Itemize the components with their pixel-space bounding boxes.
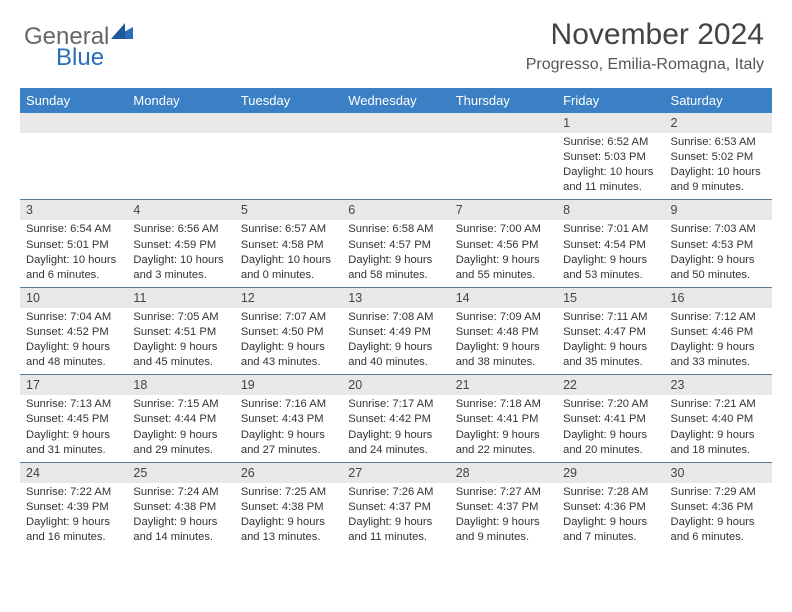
- day-cell: [235, 133, 342, 199]
- day-number: [342, 113, 449, 133]
- day-number: 15: [557, 287, 664, 308]
- day-number: 27: [342, 462, 449, 483]
- day-number-row: 10111213141516: [20, 287, 772, 308]
- day-number: 21: [450, 374, 557, 395]
- day-cell: Sunrise: 7:29 AMSunset: 4:36 PMDaylight:…: [665, 483, 772, 549]
- day-number: 11: [127, 287, 234, 308]
- day-cell: Sunrise: 7:05 AMSunset: 4:51 PMDaylight:…: [127, 308, 234, 374]
- day-number: 26: [235, 462, 342, 483]
- day-content-row: Sunrise: 7:22 AMSunset: 4:39 PMDaylight:…: [20, 483, 772, 549]
- day-cell: [342, 133, 449, 199]
- day-number: 29: [557, 462, 664, 483]
- day-cell: Sunrise: 7:09 AMSunset: 4:48 PMDaylight:…: [450, 308, 557, 374]
- day-cell: Sunrise: 7:18 AMSunset: 4:41 PMDaylight:…: [450, 395, 557, 461]
- day-cell: Sunrise: 7:26 AMSunset: 4:37 PMDaylight:…: [342, 483, 449, 549]
- day-cell: Sunrise: 7:28 AMSunset: 4:36 PMDaylight:…: [557, 483, 664, 549]
- day-cell: Sunrise: 6:56 AMSunset: 4:59 PMDaylight:…: [127, 220, 234, 286]
- day-cell: Sunrise: 7:16 AMSunset: 4:43 PMDaylight:…: [235, 395, 342, 461]
- month-title: November 2024: [526, 18, 764, 52]
- location: Progresso, Emilia-Romagna, Italy: [526, 56, 764, 74]
- day-number: [20, 113, 127, 133]
- day-number: 9: [665, 199, 772, 220]
- day-number: 6: [342, 199, 449, 220]
- day-content-row: Sunrise: 7:13 AMSunset: 4:45 PMDaylight:…: [20, 395, 772, 461]
- day-header: Saturday: [665, 88, 772, 113]
- title-block: November 2024 Progresso, Emilia-Romagna,…: [526, 18, 764, 74]
- day-header: Tuesday: [235, 88, 342, 113]
- logo-mark-icon: [111, 18, 133, 46]
- day-number: 4: [127, 199, 234, 220]
- day-number: 24: [20, 462, 127, 483]
- day-header: Thursday: [450, 88, 557, 113]
- day-number: 14: [450, 287, 557, 308]
- day-number: 19: [235, 374, 342, 395]
- day-cell: Sunrise: 7:08 AMSunset: 4:49 PMDaylight:…: [342, 308, 449, 374]
- day-header-row: SundayMondayTuesdayWednesdayThursdayFrid…: [20, 88, 772, 113]
- day-cell: Sunrise: 7:13 AMSunset: 4:45 PMDaylight:…: [20, 395, 127, 461]
- day-cell: Sunrise: 7:22 AMSunset: 4:39 PMDaylight:…: [20, 483, 127, 549]
- day-number: 18: [127, 374, 234, 395]
- day-cell: Sunrise: 6:52 AMSunset: 5:03 PMDaylight:…: [557, 133, 664, 199]
- day-cell: [450, 133, 557, 199]
- weeks-container: 12Sunrise: 6:52 AMSunset: 5:03 PMDayligh…: [20, 113, 772, 549]
- day-cell: Sunrise: 7:00 AMSunset: 4:56 PMDaylight:…: [450, 220, 557, 286]
- day-cell: Sunrise: 6:57 AMSunset: 4:58 PMDaylight:…: [235, 220, 342, 286]
- day-number: 22: [557, 374, 664, 395]
- day-cell: Sunrise: 7:15 AMSunset: 4:44 PMDaylight:…: [127, 395, 234, 461]
- calendar: SundayMondayTuesdayWednesdayThursdayFrid…: [20, 88, 772, 549]
- day-cell: Sunrise: 7:24 AMSunset: 4:38 PMDaylight:…: [127, 483, 234, 549]
- day-cell: Sunrise: 7:27 AMSunset: 4:37 PMDaylight:…: [450, 483, 557, 549]
- day-number: 7: [450, 199, 557, 220]
- day-number: [127, 113, 234, 133]
- day-cell: Sunrise: 6:53 AMSunset: 5:02 PMDaylight:…: [665, 133, 772, 199]
- day-cell: Sunrise: 7:11 AMSunset: 4:47 PMDaylight:…: [557, 308, 664, 374]
- day-cell: Sunrise: 7:25 AMSunset: 4:38 PMDaylight:…: [235, 483, 342, 549]
- day-number-row: 24252627282930: [20, 462, 772, 483]
- logo-text-blue: Blue: [56, 44, 104, 71]
- day-cell: Sunrise: 7:20 AMSunset: 4:41 PMDaylight:…: [557, 395, 664, 461]
- day-number: 5: [235, 199, 342, 220]
- day-cell: Sunrise: 6:58 AMSunset: 4:57 PMDaylight:…: [342, 220, 449, 286]
- day-number: [450, 113, 557, 133]
- day-cell: Sunrise: 7:17 AMSunset: 4:42 PMDaylight:…: [342, 395, 449, 461]
- day-content-row: Sunrise: 7:04 AMSunset: 4:52 PMDaylight:…: [20, 308, 772, 374]
- day-number: 2: [665, 113, 772, 133]
- day-header: Wednesday: [342, 88, 449, 113]
- day-number-row: 17181920212223: [20, 374, 772, 395]
- day-cell: Sunrise: 7:12 AMSunset: 4:46 PMDaylight:…: [665, 308, 772, 374]
- day-number-row: 12: [20, 113, 772, 133]
- day-header: Friday: [557, 88, 664, 113]
- header: General November 2024 Progresso, Emilia-…: [0, 0, 792, 74]
- day-header: Sunday: [20, 88, 127, 113]
- day-number: 30: [665, 462, 772, 483]
- day-number: [235, 113, 342, 133]
- day-cell: Sunrise: 7:07 AMSunset: 4:50 PMDaylight:…: [235, 308, 342, 374]
- day-header: Monday: [127, 88, 234, 113]
- day-content-row: Sunrise: 6:54 AMSunset: 5:01 PMDaylight:…: [20, 220, 772, 286]
- day-number: 20: [342, 374, 449, 395]
- day-cell: [20, 133, 127, 199]
- day-number: 12: [235, 287, 342, 308]
- day-number: 1: [557, 113, 664, 133]
- day-cell: Sunrise: 7:01 AMSunset: 4:54 PMDaylight:…: [557, 220, 664, 286]
- day-number: 23: [665, 374, 772, 395]
- day-number: 17: [20, 374, 127, 395]
- day-cell: [127, 133, 234, 199]
- day-number: 25: [127, 462, 234, 483]
- day-number: 16: [665, 287, 772, 308]
- day-cell: Sunrise: 7:04 AMSunset: 4:52 PMDaylight:…: [20, 308, 127, 374]
- day-number: 13: [342, 287, 449, 308]
- day-number: 28: [450, 462, 557, 483]
- day-cell: Sunrise: 7:03 AMSunset: 4:53 PMDaylight:…: [665, 220, 772, 286]
- day-cell: Sunrise: 6:54 AMSunset: 5:01 PMDaylight:…: [20, 220, 127, 286]
- day-cell: Sunrise: 7:21 AMSunset: 4:40 PMDaylight:…: [665, 395, 772, 461]
- day-number: 3: [20, 199, 127, 220]
- day-content-row: Sunrise: 6:52 AMSunset: 5:03 PMDaylight:…: [20, 133, 772, 199]
- day-number-row: 3456789: [20, 199, 772, 220]
- logo-blue-row: GeBlue: [24, 44, 104, 72]
- day-number: 10: [20, 287, 127, 308]
- day-number: 8: [557, 199, 664, 220]
